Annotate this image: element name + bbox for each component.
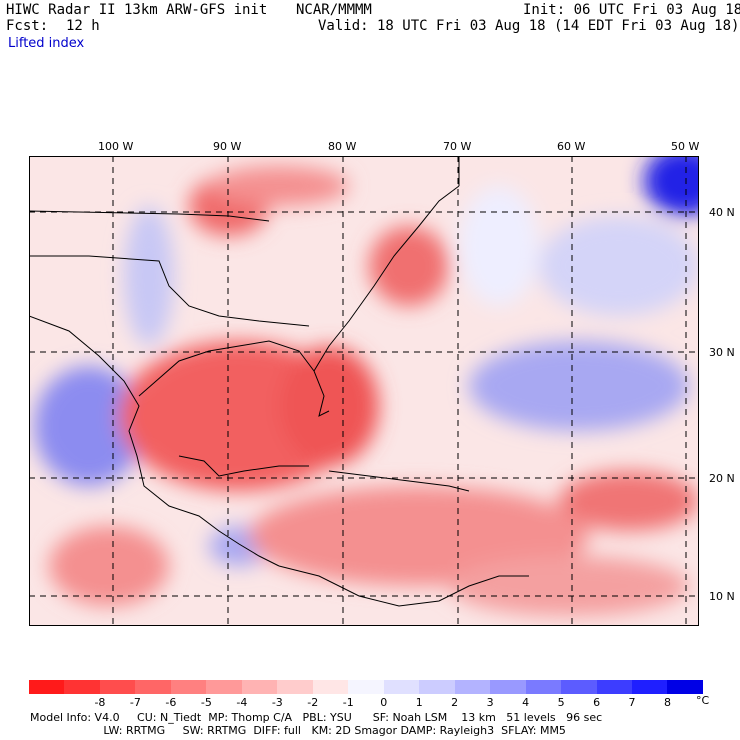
colorbar-swatch	[667, 680, 703, 694]
colorbar-swatch	[419, 680, 455, 694]
lon-label: 60 W	[557, 140, 586, 153]
colorbar-label: -8	[94, 696, 106, 709]
lon-label: 100 W	[98, 140, 134, 153]
colorbar-label: 7	[628, 696, 636, 709]
lat-label: 30 N	[709, 346, 735, 359]
colorbar-label: 0	[380, 696, 388, 709]
lon-label: 80 W	[328, 140, 357, 153]
colorbar-swatch	[490, 680, 526, 694]
forecast-value: 12 h	[66, 18, 100, 34]
model-info-line1: Model Info: V4.0 CU: N_Tiedt MP: Thomp C…	[30, 711, 603, 724]
lat-label: 20 N	[709, 472, 735, 485]
colorbar-swatch	[277, 680, 313, 694]
colorbar	[29, 680, 703, 694]
colorbar-swatch	[241, 680, 278, 694]
colorbar-swatch	[99, 680, 136, 694]
colorbar-label: 8	[664, 696, 672, 709]
colorbar-swatch	[383, 680, 420, 694]
colorbar-swatch	[348, 680, 384, 694]
model-info-line2: LW: RRTMG SW: RRTMG DIFF: full KM: 2D Sm…	[30, 724, 566, 737]
colorbar-label: -1	[342, 696, 354, 709]
colorbar-label: -4	[236, 696, 248, 709]
colorbar-swatch	[170, 680, 207, 694]
forecast-label: Fcst:	[6, 18, 49, 34]
valid-time: Valid: 18 UTC Fri 03 Aug 18 (14 EDT Fri …	[318, 18, 740, 34]
colorbar-label: -2	[307, 696, 319, 709]
colorbar-label: -7	[129, 696, 141, 709]
colorbar-label: 3	[486, 696, 494, 709]
colorbar-swatch	[561, 680, 597, 694]
colorbar-swatch	[525, 680, 562, 694]
colorbar-swatch	[631, 680, 668, 694]
colorbar-label: 2	[451, 696, 459, 709]
colorbar-unit: °C	[696, 694, 710, 707]
colorbar-label: 6	[593, 696, 601, 709]
field-name: Lifted index	[8, 36, 85, 51]
lat-label: 40 N	[709, 206, 735, 219]
lon-label: 90 W	[213, 140, 242, 153]
init-time: Init: 06 UTC Fri 03 Aug 18	[523, 2, 740, 18]
model-title: HIWC Radar II 13km ARW-GFS init	[6, 2, 268, 18]
lifted-index-map	[29, 156, 699, 626]
lat-label: 10 N	[709, 590, 735, 603]
colorbar-label: 1	[415, 696, 423, 709]
colorbar-label: -6	[165, 696, 177, 709]
colorbar-swatch	[29, 680, 65, 694]
colorbar-swatch	[135, 680, 171, 694]
colorbar-label: 5	[557, 696, 565, 709]
colorbar-swatch	[206, 680, 242, 694]
colorbar-label: -5	[200, 696, 212, 709]
colorbar-swatch	[454, 680, 491, 694]
colorbar-label: 4	[522, 696, 530, 709]
lon-label: 70 W	[443, 140, 472, 153]
lon-label: 50 W	[671, 140, 700, 153]
colorbar-swatch	[596, 680, 632, 694]
colorbar-label: -3	[271, 696, 283, 709]
colorbar-swatch	[64, 680, 100, 694]
org-label: NCAR/MMMM	[296, 2, 372, 18]
colorbar-swatch	[312, 680, 349, 694]
